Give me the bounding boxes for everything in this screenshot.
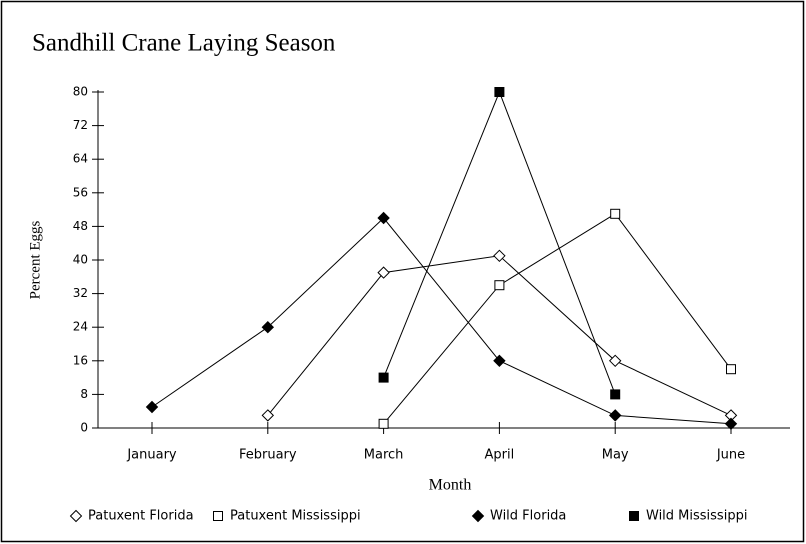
data-point [493, 249, 506, 263]
y-axis-label: Percent Eggs [27, 220, 43, 299]
x-tick-label: April [485, 448, 515, 463]
data-point [608, 409, 622, 422]
data-point [494, 87, 505, 97]
y-tick-label: 16 [73, 353, 88, 367]
data-point [261, 409, 275, 422]
y-tick-label: 72 [73, 118, 88, 132]
y-tick-label: 56 [73, 185, 88, 199]
data-point [377, 211, 390, 225]
series-line [383, 213, 732, 425]
legend-label: Wild Mississippi [646, 509, 747, 524]
data-point [377, 266, 390, 279]
y-tick-label: 80 [73, 85, 88, 99]
x-axis-label: Month [429, 477, 472, 494]
data-point [494, 280, 505, 291]
legend-marker [471, 509, 485, 523]
x-tick-label: February [239, 448, 297, 463]
legend-label: Patuxent Florida [88, 509, 194, 524]
data-point [608, 354, 622, 368]
legend-marker [213, 511, 223, 521]
series-line [151, 217, 732, 425]
data-point [610, 389, 621, 400]
x-tick-label: January [126, 448, 177, 463]
chart-title: Sandhill Crane Laying Season [32, 30, 336, 57]
x-tick-label: March [364, 448, 404, 463]
x-tick-label: June [716, 448, 745, 463]
y-tick-label: 48 [73, 219, 88, 233]
legend-marker [629, 511, 639, 521]
x-tick-label: May [602, 448, 629, 463]
y-tick-label: 0 [80, 421, 88, 435]
data-point [726, 364, 736, 375]
y-tick-label: 8 [80, 387, 88, 401]
data-point [724, 417, 738, 431]
data-point [378, 418, 389, 429]
data-point [145, 400, 159, 414]
legend-label: Wild Florida [490, 509, 566, 524]
y-tick-label: 24 [73, 320, 88, 334]
legend-marker [69, 509, 83, 523]
y-tick-label: 64 [73, 152, 88, 166]
legend-label: Patuxent Mississippi [230, 509, 361, 524]
data-point [610, 208, 621, 219]
y-tick-label: 40 [73, 253, 88, 267]
data-point [493, 354, 506, 368]
data-point [378, 372, 389, 383]
y-tick-label: 32 [73, 286, 88, 300]
data-point [261, 320, 275, 334]
